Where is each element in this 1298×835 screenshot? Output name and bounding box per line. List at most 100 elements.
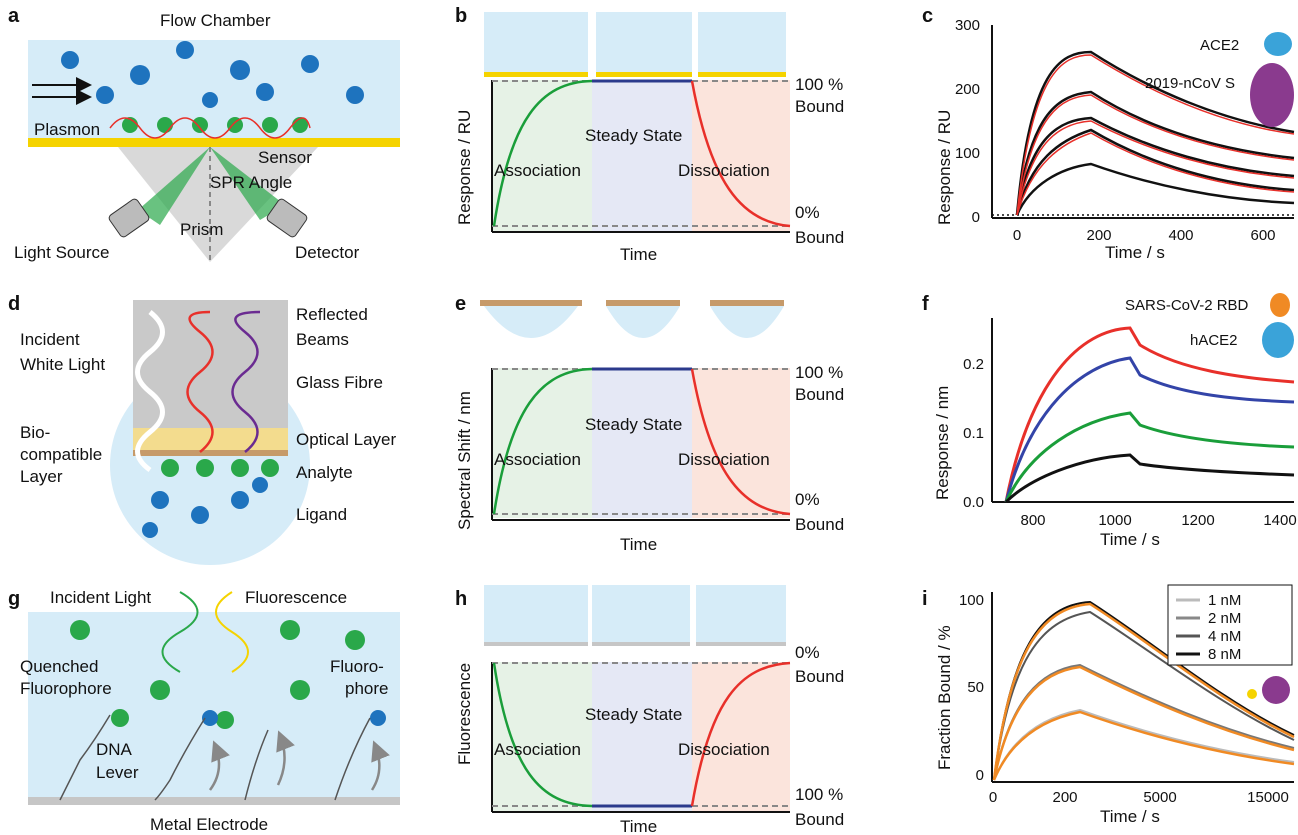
svg-text:5000: 5000 bbox=[1143, 789, 1176, 806]
panel-c: c 0 100 200 300 0 200 400 600 Response bbox=[922, 5, 1295, 262]
prism bbox=[118, 147, 318, 262]
b-ylabel: Response / RU bbox=[455, 110, 474, 225]
svg-text:1400: 1400 bbox=[1263, 512, 1296, 529]
svg-text:Bound: Bound bbox=[795, 97, 844, 116]
svg-text:8 nM: 8 nM bbox=[1208, 646, 1241, 663]
svg-text:200: 200 bbox=[1086, 227, 1111, 244]
c-yticks: 0 100 200 300 bbox=[955, 17, 980, 226]
panel-label-a: a bbox=[8, 5, 20, 27]
svg-text:compatible: compatible bbox=[20, 445, 102, 464]
svg-text:1 nM: 1 nM bbox=[1208, 592, 1241, 609]
svg-text:2019-nCoV S: 2019-nCoV S bbox=[1145, 75, 1235, 92]
svg-text:Fluorescence: Fluorescence bbox=[455, 663, 474, 765]
svg-text:Steady State: Steady State bbox=[585, 705, 682, 724]
red-wave bbox=[186, 310, 214, 453]
reflected-beam bbox=[210, 147, 285, 220]
association-curve bbox=[492, 79, 593, 227]
panel-label-e: e bbox=[455, 293, 466, 315]
svg-text:Incident: Incident bbox=[20, 330, 80, 349]
dissociation-curve bbox=[690, 80, 791, 228]
svg-text:Bio-: Bio- bbox=[20, 423, 50, 442]
svg-text:Association: Association bbox=[494, 161, 581, 180]
light-source-label: Light Source bbox=[14, 243, 109, 262]
panel-e: e Spectral Shift / nm Time 100 % Bound 0… bbox=[455, 293, 844, 554]
svg-text:Association: Association bbox=[494, 450, 581, 469]
svg-text:0: 0 bbox=[976, 767, 984, 784]
c-xlabel: Time / s bbox=[1105, 243, 1165, 262]
panel-d: d Incident White Light Reflected Beams G… bbox=[8, 293, 396, 565]
svg-text:4 nM: 4 nM bbox=[1208, 628, 1241, 645]
panel-a: a Flow Chamber Plasmon Sensor SPR Angle … bbox=[8, 5, 400, 262]
svg-text:Time: Time bbox=[620, 817, 657, 835]
panel-label-i: i bbox=[922, 588, 928, 610]
svg-text:hACE2: hACE2 bbox=[1190, 332, 1238, 349]
sensor-label: Sensor bbox=[258, 148, 312, 167]
svg-text:100: 100 bbox=[959, 592, 984, 609]
svg-text:0.0: 0.0 bbox=[963, 494, 984, 511]
svg-text:Optical Layer: Optical Layer bbox=[296, 430, 396, 449]
svg-text:15000: 15000 bbox=[1247, 789, 1289, 806]
svg-text:Fluorescence: Fluorescence bbox=[245, 588, 347, 607]
panel-b: b Response / RU Time 100 % Bound 0% Boun… bbox=[455, 5, 844, 264]
svg-text:50: 50 bbox=[967, 679, 984, 696]
svg-text:Dissociation: Dissociation bbox=[678, 450, 770, 469]
svg-text:Bound: Bound bbox=[795, 810, 844, 829]
panel-h: h Fluorescence Time 0% Bound 100 % Bound… bbox=[455, 585, 844, 835]
svg-text:Time / s: Time / s bbox=[1100, 530, 1160, 549]
svg-text:200: 200 bbox=[955, 81, 980, 98]
panel-label-g: g bbox=[8, 588, 20, 610]
svg-text:2 nM: 2 nM bbox=[1208, 610, 1241, 627]
panel-f: f 0.0 0.1 0.2 800 1000 1200 1400 Respons… bbox=[922, 293, 1297, 549]
panel-label-c: c bbox=[922, 5, 933, 27]
svg-text:Ligand: Ligand bbox=[296, 505, 347, 524]
violet-wave bbox=[231, 310, 261, 453]
svg-text:0.2: 0.2 bbox=[963, 356, 984, 373]
svg-text:Lever: Lever bbox=[96, 763, 139, 782]
bio-layer bbox=[133, 450, 288, 456]
svg-text:Steady State: Steady State bbox=[585, 415, 682, 434]
svg-text:Layer: Layer bbox=[20, 467, 63, 486]
svg-text:100 %: 100 % bbox=[795, 75, 843, 94]
sensor-gold bbox=[28, 138, 400, 147]
svg-text:0%: 0% bbox=[795, 490, 820, 509]
svg-text:600: 600 bbox=[1250, 227, 1275, 244]
svg-text:100 %: 100 % bbox=[795, 785, 843, 804]
incident-beam bbox=[138, 147, 210, 225]
svg-text:Fraction Bound / %: Fraction Bound / % bbox=[935, 625, 954, 770]
svg-text:phore: phore bbox=[345, 679, 388, 698]
svg-text:Time / s: Time / s bbox=[1100, 807, 1160, 826]
svg-text:Quenched: Quenched bbox=[20, 657, 98, 676]
svg-text:Bound: Bound bbox=[795, 385, 844, 404]
detector-label: Detector bbox=[295, 243, 360, 262]
panel-label-f: f bbox=[922, 293, 929, 315]
svg-text:Bound: Bound bbox=[795, 515, 844, 534]
c-ylabel: Response / RU bbox=[935, 110, 954, 225]
panel-label-h: h bbox=[455, 588, 467, 610]
svg-text:White Light: White Light bbox=[20, 355, 105, 374]
svg-text:Metal Electrode: Metal Electrode bbox=[150, 815, 268, 834]
panel-g: g Incident Light Fluorescence Quenched F… bbox=[8, 588, 400, 834]
svg-text:Bound: Bound bbox=[795, 228, 844, 247]
svg-text:Fluoro-: Fluoro- bbox=[330, 657, 384, 676]
d-analytes bbox=[142, 477, 268, 538]
svg-text:Bound: Bound bbox=[795, 667, 844, 686]
white-light-wave bbox=[135, 310, 165, 473]
svg-text:Analyte: Analyte bbox=[296, 463, 353, 482]
light-source-icon bbox=[108, 198, 150, 238]
panel-i: i 0 50 100 0 200 5000 15000 1 nM 2 n bbox=[922, 584, 1295, 826]
plasmon-wave bbox=[109, 117, 311, 139]
svg-text:200: 200 bbox=[1052, 789, 1077, 806]
svg-text:Spectral Shift / nm: Spectral Shift / nm bbox=[455, 391, 474, 530]
svg-text:Fluorophore: Fluorophore bbox=[20, 679, 112, 698]
svg-text:Association: Association bbox=[494, 740, 581, 759]
svg-text:Dissociation: Dissociation bbox=[678, 161, 770, 180]
svg-text:300: 300 bbox=[955, 17, 980, 34]
flow-chamber-label: Flow Chamber bbox=[160, 11, 271, 30]
svg-text:0%: 0% bbox=[795, 203, 820, 222]
svg-text:100: 100 bbox=[955, 145, 980, 162]
analyte-proteins bbox=[61, 41, 364, 108]
svg-text:Time: Time bbox=[620, 535, 657, 554]
svg-text:0: 0 bbox=[972, 209, 980, 226]
plasmon-label: Plasmon bbox=[34, 120, 100, 139]
